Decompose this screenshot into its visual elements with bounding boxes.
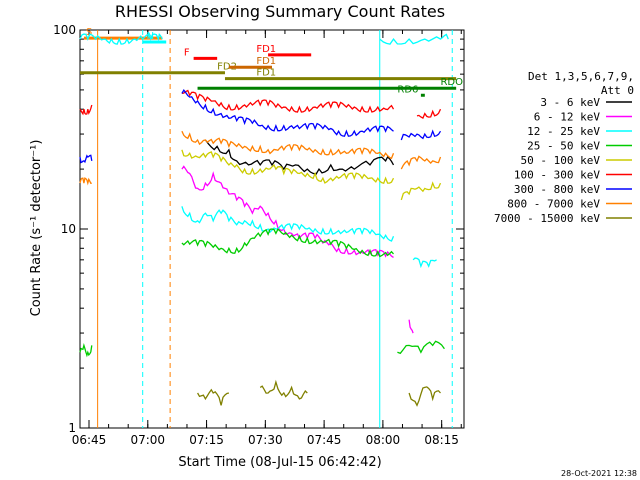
series-line-6 (79, 154, 93, 164)
series-line-8 (408, 386, 441, 407)
series-line-2 (379, 33, 449, 45)
series-line-6 (181, 89, 394, 137)
x-axis-label: Start Time (08-Jul-15 06:42:42) (178, 455, 381, 470)
series-line-2 (412, 257, 437, 269)
x-tick-label: 08:15 (424, 433, 459, 447)
series-line-3 (79, 343, 93, 358)
legend-entry-label: 50 - 100 keV (521, 154, 601, 167)
series-line-6 (400, 129, 442, 141)
series-line-7 (400, 155, 442, 170)
y-tick-label: 100 (53, 23, 76, 37)
annotation-label: RDO (440, 77, 463, 88)
annotation-label: S (86, 27, 92, 38)
series-line-2 (79, 33, 163, 45)
series-line-7 (79, 177, 92, 186)
legend: Det 1,3,5,6,7,9,Att 03 - 6 keV 6 - 12 keV… (494, 70, 634, 225)
timestamp-stamp: 28-Oct-2021 12:38 (561, 469, 637, 478)
plot-area: 06:45 07:00 07:15 07:30 07:45 08:00 08:15 1 10 10… (53, 23, 465, 447)
series-line-1 (181, 165, 394, 258)
legend-entry-label: 300 - 800 keV (514, 183, 600, 196)
y-axis-label: Count Rate (s⁻¹ detector⁻¹) (29, 140, 44, 317)
legend-entry-label: 25 - 50 keV (527, 140, 600, 153)
series-line-2 (181, 206, 395, 242)
x-tick-label: 07:30 (248, 433, 283, 447)
series-line-4 (181, 149, 395, 184)
series-line-8 (259, 379, 308, 400)
y-tick-label: 10 (61, 222, 76, 236)
legend-entry-label: 6 - 12 keV (534, 111, 601, 124)
legend-header: Att 0 (601, 84, 634, 97)
annotation-label: FD1 (256, 56, 276, 67)
legend-entry-label: 12 - 25 keV (527, 125, 600, 138)
x-tick-label: 07:00 (130, 433, 165, 447)
series-line-5 (416, 108, 442, 120)
x-tick-label: 07:15 (189, 433, 224, 447)
annotation-label: FD1 (256, 44, 276, 55)
series-line-3 (181, 228, 394, 258)
annotation-label: F (184, 47, 190, 58)
series-line-5 (79, 104, 93, 116)
x-tick-label: 06:45 (72, 433, 107, 447)
annotation-label: FD1 (256, 68, 276, 79)
series-line-7 (181, 130, 395, 160)
series-line-1 (408, 319, 414, 334)
x-tick-label: 07:45 (307, 433, 342, 447)
legend-header: Det 1,3,5,6,7,9, (528, 70, 634, 83)
series-line-8 (197, 388, 230, 406)
x-tick-label: 08:00 (366, 433, 401, 447)
series-line-3 (397, 340, 445, 355)
annotation-label: RD6 (397, 84, 418, 95)
series-line-4 (400, 181, 442, 201)
series-line-0 (204, 139, 395, 175)
legend-entry-label: 800 - 7000 keV (507, 198, 600, 211)
series-line-5 (181, 89, 395, 113)
annotation-label: N (147, 31, 154, 42)
y-tick-label: 1 (68, 421, 76, 435)
legend-entry-label: 3 - 6 keV (540, 96, 600, 109)
chart-title: RHESSI Observing Summary Count Rates (115, 2, 445, 21)
annotation-label: FD2 (217, 62, 237, 73)
legend-entry-label: 7000 - 15000 keV (494, 212, 600, 225)
legend-entry-label: 100 - 300 keV (514, 169, 600, 182)
